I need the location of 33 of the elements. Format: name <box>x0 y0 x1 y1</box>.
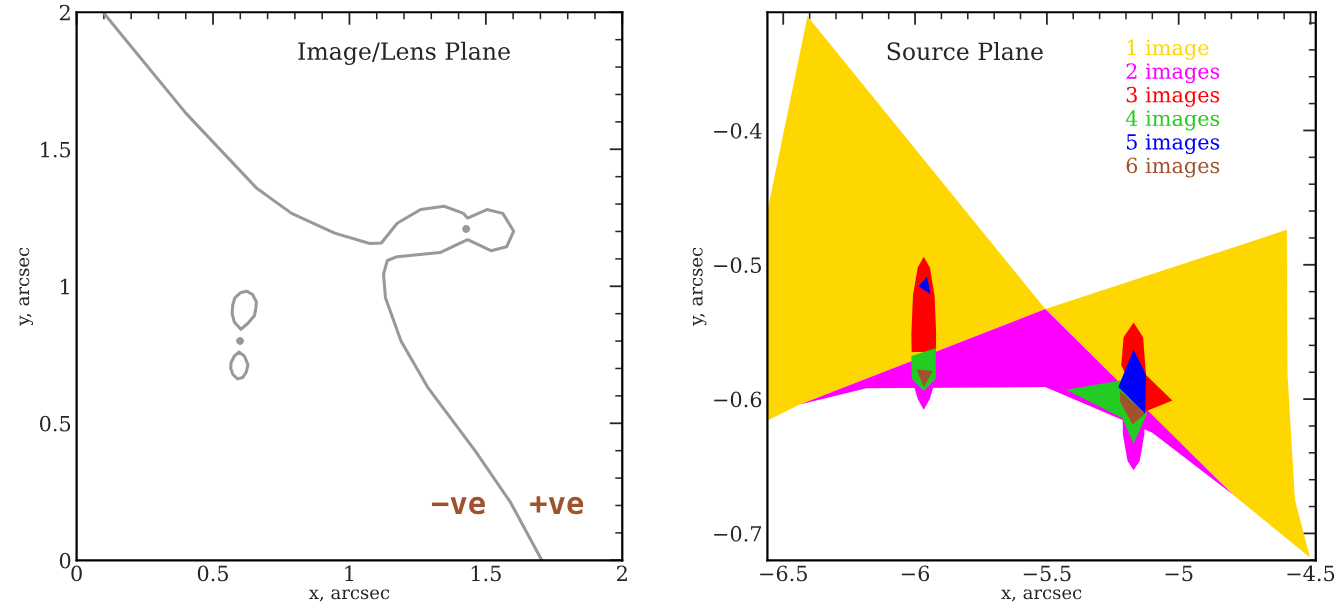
y-axis-title: y, arcsec <box>19 247 34 326</box>
x-tick-label: 1.5 <box>471 565 501 582</box>
x-tick-label: 0 <box>71 565 82 582</box>
y-tick-label: 1 <box>61 278 69 295</box>
y-tick-label: 2 <box>59 4 70 21</box>
x-tick-label: −5.5 <box>1023 565 1071 582</box>
x-tick-label: 0.5 <box>197 565 228 582</box>
annotation: +ve <box>530 496 584 515</box>
text: Source Plane <box>887 41 1043 61</box>
y-axis-title: y, arcsec <box>692 247 707 326</box>
x-tick-label: −6 <box>901 565 930 582</box>
text: Image/Lens Plane <box>298 41 510 65</box>
text: 2 images <box>1126 63 1220 84</box>
text: 5 images <box>1126 134 1220 155</box>
text: 3 images <box>1126 86 1220 107</box>
y-tick-label: 0 <box>59 552 71 569</box>
x-tick-label: −4.5 <box>1287 565 1335 582</box>
y-tick-label: −0.7 <box>714 525 762 542</box>
x-tick-label: 1 <box>345 565 354 581</box>
x-tick-label: 2 <box>617 565 627 581</box>
y-tick-label: 0.5 <box>39 415 71 432</box>
y-tick-label: −0.5 <box>714 257 761 273</box>
annotation: −ve <box>431 496 485 515</box>
text: 6 images <box>1126 157 1220 178</box>
y-tick-label: −0.4 <box>714 122 762 139</box>
x-tick-label: −5 <box>1165 565 1193 582</box>
y-tick-label: −0.6 <box>714 391 762 408</box>
y-tick-label: 1.5 <box>41 141 71 158</box>
x-axis-title: x, arcsec <box>309 589 390 602</box>
text: 4 images <box>1125 110 1220 131</box>
x-tick-label: −6.5 <box>760 565 807 582</box>
text: 1 image <box>1127 39 1209 60</box>
x-axis-title: x, arcsec <box>1001 589 1082 602</box>
